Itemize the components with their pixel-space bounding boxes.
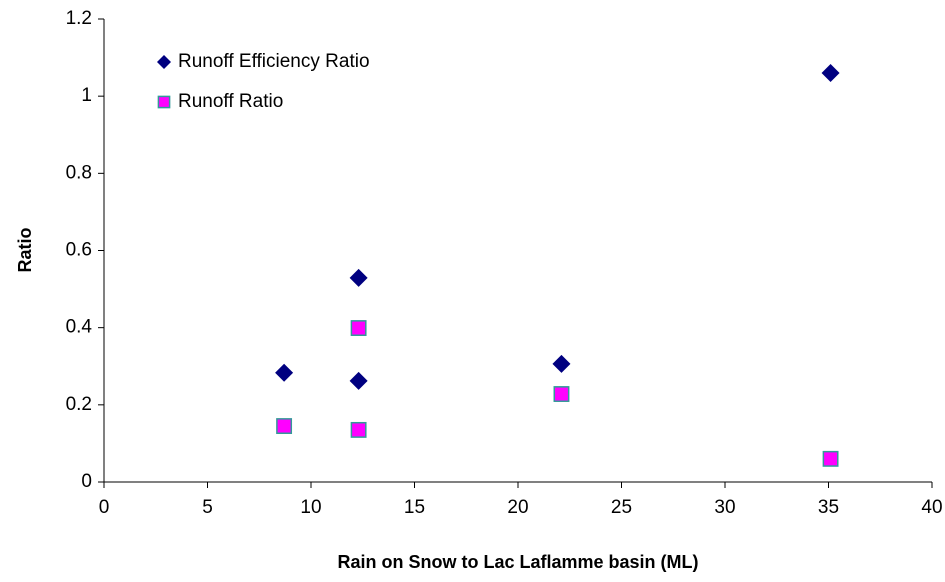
y-tick-label: 0.8: [66, 162, 92, 183]
x-axis-label: Rain on Snow to Lac Laflamme basin (ML): [337, 552, 698, 572]
y-tick-label: 0.4: [66, 317, 93, 338]
square-marker: [276, 418, 293, 435]
square-marker: [350, 421, 367, 438]
y-tick-label: 1: [81, 85, 92, 106]
x-tick-label: 15: [404, 497, 425, 518]
x-tick-label: 25: [611, 497, 632, 518]
y-axis-label: Ratio: [15, 227, 35, 272]
legend-label: Runoff Ratio: [178, 91, 283, 112]
x-tick-label: 30: [714, 497, 735, 518]
y-tick-label: 0.2: [66, 394, 92, 415]
diamond-marker: [275, 363, 294, 382]
square-marker: [350, 320, 367, 337]
diamond-marker: [349, 268, 368, 287]
x-tick-label: 5: [202, 497, 213, 518]
x-tick-label: 40: [921, 497, 942, 518]
diamond-marker: [157, 55, 171, 69]
square-marker: [553, 386, 570, 402]
y-tick-label: 0: [81, 471, 92, 492]
diamond-marker: [552, 354, 571, 373]
x-tick-label: 0: [99, 497, 110, 518]
square-marker: [822, 450, 839, 467]
x-tick-label: 35: [818, 497, 839, 518]
legend-label: Runoff Efficiency Ratio: [178, 51, 370, 72]
y-tick-label: 0.6: [66, 240, 92, 261]
x-tick-label: 10: [300, 497, 321, 518]
x-tick-label: 20: [507, 497, 528, 518]
diamond-marker: [349, 371, 368, 390]
y-tick-label: 1.2: [66, 8, 92, 29]
square-marker: [157, 95, 171, 109]
diamond-marker: [821, 64, 840, 83]
